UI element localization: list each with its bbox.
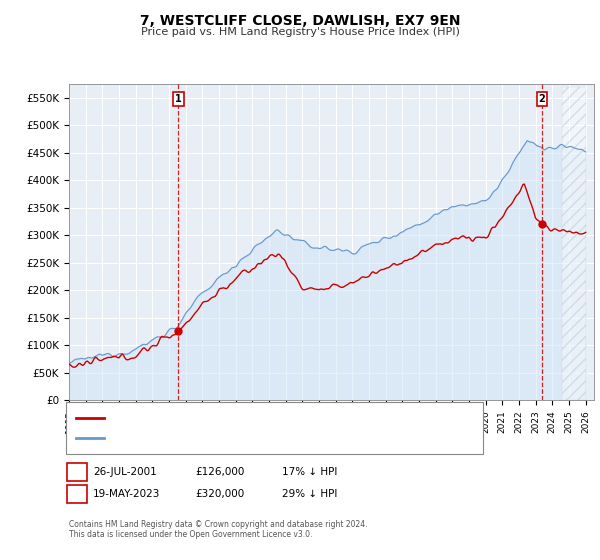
Text: HPI: Average price, detached house, Teignbridge: HPI: Average price, detached house, Teig… xyxy=(110,433,347,443)
Text: £320,000: £320,000 xyxy=(195,489,244,499)
Text: 26-JUL-2001: 26-JUL-2001 xyxy=(93,466,157,477)
Text: £126,000: £126,000 xyxy=(195,466,244,477)
Text: 2: 2 xyxy=(539,94,545,104)
Text: 17% ↓ HPI: 17% ↓ HPI xyxy=(282,466,337,477)
Text: 1: 1 xyxy=(73,466,81,477)
Text: 2: 2 xyxy=(73,489,81,499)
Text: 7, WESTCLIFF CLOSE, DAWLISH, EX7 9EN: 7, WESTCLIFF CLOSE, DAWLISH, EX7 9EN xyxy=(140,14,460,28)
Text: 29% ↓ HPI: 29% ↓ HPI xyxy=(282,489,337,499)
Text: Contains HM Land Registry data © Crown copyright and database right 2024.
This d: Contains HM Land Registry data © Crown c… xyxy=(69,520,367,539)
Text: 19-MAY-2023: 19-MAY-2023 xyxy=(93,489,160,499)
Text: 7, WESTCLIFF CLOSE, DAWLISH, EX7 9EN (detached house): 7, WESTCLIFF CLOSE, DAWLISH, EX7 9EN (de… xyxy=(110,413,399,423)
Text: 1: 1 xyxy=(175,94,182,104)
Text: Price paid vs. HM Land Registry's House Price Index (HPI): Price paid vs. HM Land Registry's House … xyxy=(140,27,460,37)
